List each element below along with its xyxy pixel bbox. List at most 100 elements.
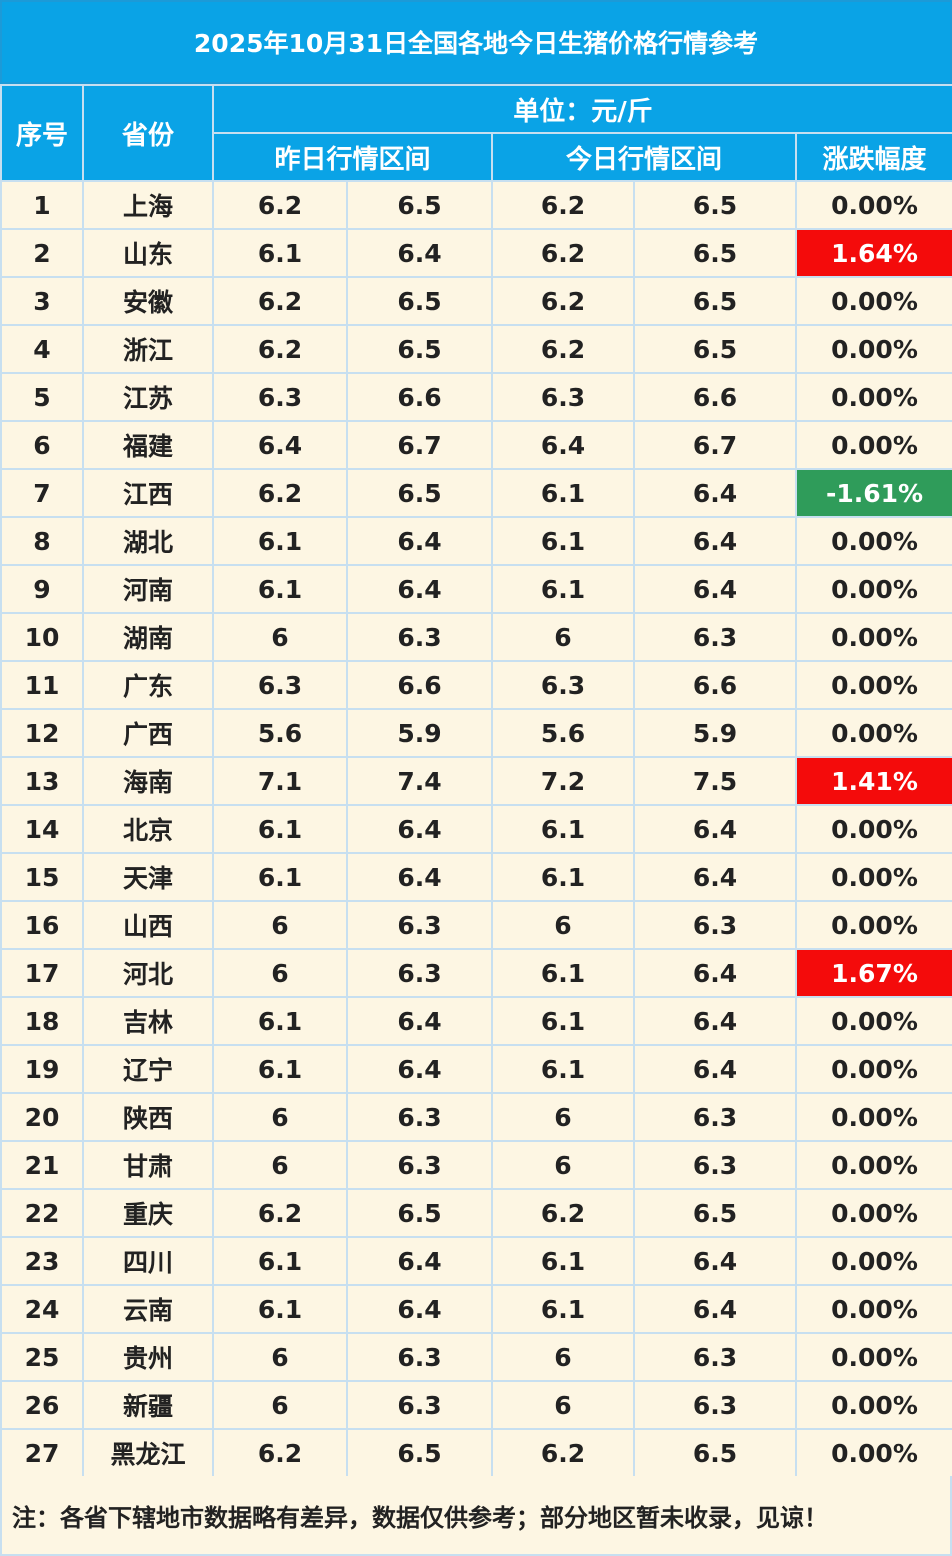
yesterday-low: 6.1 — [212, 1236, 348, 1286]
today-high: 6.6 — [633, 372, 797, 422]
yesterday-high: 5.9 — [346, 708, 493, 758]
province-name: 云南 — [82, 1284, 214, 1334]
row-index: 12 — [0, 708, 84, 758]
yesterday-low: 6.1 — [212, 1044, 348, 1094]
row-index: 17 — [0, 948, 84, 998]
yesterday-low: 6.2 — [212, 180, 348, 230]
yesterday-high: 6.5 — [346, 468, 493, 518]
today-low: 6 — [491, 1332, 635, 1382]
province-name: 江西 — [82, 468, 214, 518]
table-row: 9 河南 6.1 6.4 6.1 6.4 0.00% — [0, 564, 952, 614]
province-name: 新疆 — [82, 1380, 214, 1430]
table-row: 24 云南 6.1 6.4 6.1 6.4 0.00% — [0, 1284, 952, 1334]
change-percent: -1.61% — [794, 468, 952, 518]
row-index: 5 — [0, 372, 84, 422]
table-row: 11 广东 6.3 6.6 6.3 6.6 0.00% — [0, 660, 952, 710]
col-header-today: 今日行情区间 — [491, 132, 797, 182]
today-high: 6.3 — [633, 900, 797, 950]
table-row: 12 广西 5.6 5.9 5.6 5.9 0.00% — [0, 708, 952, 758]
today-low: 6.1 — [491, 804, 635, 854]
today-high: 6.3 — [633, 1332, 797, 1382]
yesterday-high: 6.3 — [346, 1092, 493, 1142]
change-percent: 0.00% — [794, 1380, 952, 1430]
footnote: 注：各省下辖地市数据略有差异，数据仅供参考；部分地区暂未收录，见谅！ — [0, 1476, 952, 1556]
yesterday-low: 6.4 — [212, 420, 348, 470]
province-name: 河南 — [82, 564, 214, 614]
province-name: 甘肃 — [82, 1140, 214, 1190]
yesterday-high: 6.3 — [346, 1140, 493, 1190]
yesterday-low: 6.1 — [212, 852, 348, 902]
row-index: 22 — [0, 1188, 84, 1238]
today-high: 6.4 — [633, 1236, 797, 1286]
yesterday-high: 6.5 — [346, 276, 493, 326]
yesterday-high: 6.4 — [346, 1236, 493, 1286]
yesterday-low: 6.1 — [212, 996, 348, 1046]
row-index: 3 — [0, 276, 84, 326]
row-index: 9 — [0, 564, 84, 614]
row-index: 6 — [0, 420, 84, 470]
row-index: 7 — [0, 468, 84, 518]
page-title: 2025年10月31日全国各地今日生猪价格行情参考 — [0, 0, 952, 84]
row-index: 26 — [0, 1380, 84, 1430]
col-header-province: 省份 — [82, 84, 214, 182]
col-header-change: 涨跌幅度 — [794, 132, 952, 182]
change-percent: 0.00% — [794, 1044, 952, 1094]
yesterday-high: 6.6 — [346, 372, 493, 422]
today-low: 6.4 — [491, 420, 635, 470]
change-percent: 0.00% — [794, 372, 952, 422]
province-name: 贵州 — [82, 1332, 214, 1382]
yesterday-high: 6.4 — [346, 804, 493, 854]
today-high: 6.3 — [633, 1092, 797, 1142]
today-low: 6.1 — [491, 1044, 635, 1094]
change-percent: 0.00% — [794, 852, 952, 902]
province-name: 黑龙江 — [82, 1428, 214, 1478]
row-index: 23 — [0, 1236, 84, 1286]
today-high: 6.4 — [633, 564, 797, 614]
province-name: 江苏 — [82, 372, 214, 422]
table-row: 20 陕西 6 6.3 6 6.3 0.00% — [0, 1092, 952, 1142]
today-low: 5.6 — [491, 708, 635, 758]
yesterday-low: 6.2 — [212, 1428, 348, 1478]
province-name: 辽宁 — [82, 1044, 214, 1094]
yesterday-low: 6 — [212, 1332, 348, 1382]
yesterday-high: 6.4 — [346, 564, 493, 614]
province-name: 四川 — [82, 1236, 214, 1286]
yesterday-low: 6.2 — [212, 468, 348, 518]
today-low: 6 — [491, 1380, 635, 1430]
unit-label: 单位：元/斤 — [211, 84, 952, 134]
today-high: 7.5 — [633, 756, 797, 806]
change-percent: 0.00% — [794, 1188, 952, 1238]
change-percent: 0.00% — [794, 996, 952, 1046]
today-high: 6.5 — [633, 228, 797, 278]
table-row: 10 湖南 6 6.3 6 6.3 0.00% — [0, 612, 952, 662]
yesterday-high: 6.3 — [346, 1332, 493, 1382]
today-low: 6.1 — [491, 948, 635, 998]
today-high: 6.5 — [633, 324, 797, 374]
yesterday-high: 6.3 — [346, 612, 493, 662]
change-percent: 1.67% — [794, 948, 952, 998]
today-high: 6.4 — [633, 1044, 797, 1094]
yesterday-low: 6 — [212, 1092, 348, 1142]
today-high: 6.4 — [633, 948, 797, 998]
yesterday-low: 6.3 — [212, 372, 348, 422]
province-name: 河北 — [82, 948, 214, 998]
change-percent: 1.41% — [794, 756, 952, 806]
table-row: 1 上海 6.2 6.5 6.2 6.5 0.00% — [0, 180, 952, 230]
today-high: 6.4 — [633, 804, 797, 854]
yesterday-low: 6.2 — [212, 324, 348, 374]
table-row: 27 黑龙江 6.2 6.5 6.2 6.5 0.00% — [0, 1428, 952, 1478]
change-percent: 0.00% — [794, 612, 952, 662]
province-name: 陕西 — [82, 1092, 214, 1142]
price-table: 序号 省份 单位：元/斤 昨日行情区间 今日行情区间 涨跌幅度 1 上海 6.2 6.… — [0, 84, 952, 1478]
today-low: 6.1 — [491, 516, 635, 566]
today-high: 6.5 — [633, 1188, 797, 1238]
today-low: 6.2 — [491, 276, 635, 326]
today-high: 6.4 — [633, 468, 797, 518]
row-index: 11 — [0, 660, 84, 710]
table-row: 22 重庆 6.2 6.5 6.2 6.5 0.00% — [0, 1188, 952, 1238]
table-row: 4 浙江 6.2 6.5 6.2 6.5 0.00% — [0, 324, 952, 374]
change-percent: 0.00% — [794, 1332, 952, 1382]
yesterday-low: 6 — [212, 1380, 348, 1430]
yesterday-high: 6.5 — [346, 1188, 493, 1238]
yesterday-low: 6.1 — [212, 564, 348, 614]
